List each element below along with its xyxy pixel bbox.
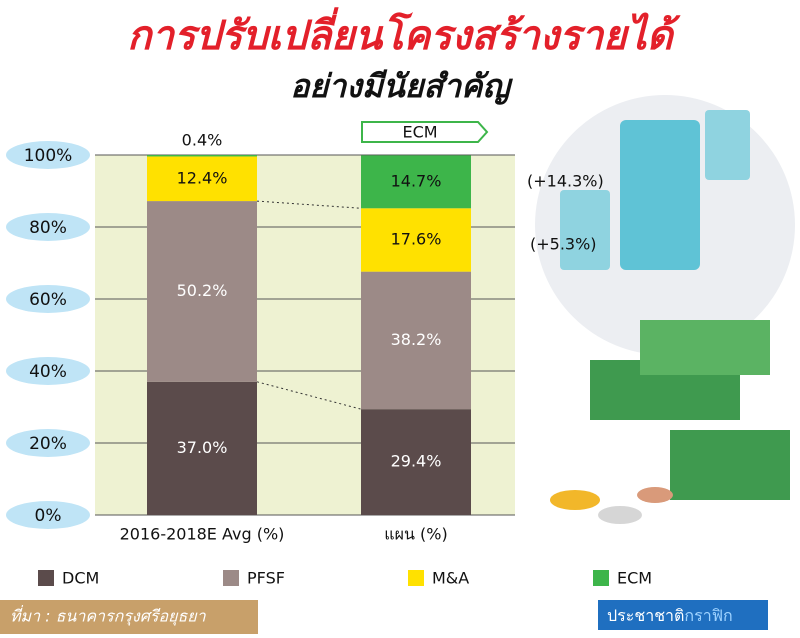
illustration [535,95,795,524]
legend-swatch [38,570,54,586]
value-label: 37.0% [177,438,228,457]
source-box [0,600,258,634]
y-tick-badge [6,429,90,457]
legend-swatch [408,570,424,586]
annotation: (+14.3%) [527,172,604,191]
y-tick-label: 100% [24,146,73,166]
legend-label: ECM [617,569,652,588]
value-label: 50.2% [177,281,228,300]
brand-part: ประชาชาติ [607,606,684,625]
illustration-screen [620,120,700,270]
value-label: 29.4% [391,452,442,471]
illustration-coin [550,490,600,510]
bar-segment [361,155,471,209]
bar-segment [147,201,257,382]
legend-swatch [593,570,609,586]
value-label: 12.4% [177,168,228,187]
value-label: 14.7% [391,171,442,190]
bar-segment [147,155,257,157]
chart-title: การปรับเปลี่ยนโครงสร้างรายได้ [127,7,680,59]
annotation-tag [361,121,489,143]
brand-part: กราฟิก [684,606,732,625]
y-tick-label: 0% [35,506,62,526]
x-tick-label: แผน (%) [384,525,447,544]
y-tick-label: 80% [29,218,67,238]
bar-segment [361,208,471,272]
connector [256,200,362,209]
annotation: (+5.3%) [530,235,597,254]
annotation: ECM [402,123,437,142]
bar-segment [147,156,257,202]
illustration-coin [598,506,642,524]
y-tick-badge [6,501,90,529]
legend-label: M&A [432,569,469,588]
chart-subtitle: อย่างมีนัยสำคัญ [290,67,513,105]
legend-label: DCM [62,569,99,588]
y-tick-badge [6,213,90,241]
y-tick-badge [6,357,90,385]
legend-swatch [223,570,239,586]
y-tick-label: 60% [29,290,67,310]
y-tick-badge [6,141,90,169]
y-tick-badge [6,285,90,313]
value-label: 17.6% [391,229,442,248]
brand: ประชาชาติกราฟิก [607,606,733,625]
y-tick-label: 40% [29,362,67,382]
legend-label: PFSF [247,569,285,588]
illustration-money [670,430,790,500]
brand-box [598,600,768,630]
bar-segment [361,409,471,515]
bar-segment [147,381,257,515]
source: ที่มา : ธนาคารกรุงศรีอยุธยา [10,605,207,627]
illustration-coin [637,487,673,503]
value-label: 0.4% [182,131,223,150]
bar-segment [361,271,471,410]
illustration-money [640,320,770,375]
illustration-screen [705,110,750,180]
value-label: 38.2% [391,330,442,349]
y-tick-label: 20% [29,434,67,454]
illustration-screen [560,190,610,270]
x-tick-label: 2016-2018E Avg (%) [120,525,285,544]
